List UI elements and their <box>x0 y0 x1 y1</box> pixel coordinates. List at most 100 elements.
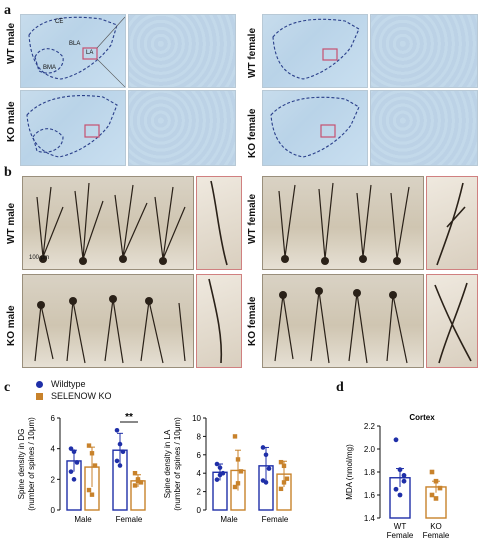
la-xtick-label-0: Male <box>220 515 238 524</box>
dg-point-0-1-2 <box>120 449 126 455</box>
la-point-0-0-1 <box>217 465 223 470</box>
la-point-1-1-3 <box>278 486 284 492</box>
dg-ylabel-1: Spine density in DG <box>17 429 26 500</box>
dg-point-0-0-1 <box>71 449 77 455</box>
dg-sig-label: ** <box>125 412 133 423</box>
mda-point-0-2 <box>401 473 407 478</box>
dg-point-1-0-2 <box>92 463 98 468</box>
panel-a-letter: a <box>4 3 11 18</box>
la-ytick-label-5: 10 <box>192 414 201 423</box>
scale-bar-label: 100 μm <box>29 255 50 261</box>
panel-d-letter: d <box>336 380 344 395</box>
legend-label-wildtype: Wildtype <box>51 379 86 389</box>
histology-image-ko-male-zoom <box>128 90 236 166</box>
mda-title: Cortex <box>409 413 435 422</box>
la-ytick-label-3: 6 <box>197 451 202 460</box>
legend-item-ko: SELENOW KO <box>36 390 112 402</box>
region-label-bla: BLA <box>69 41 81 47</box>
row-label-a-wt-female: WT female <box>247 27 258 78</box>
row-label-b-ko-male: KO male <box>6 305 17 346</box>
dg-point-0-0-0 <box>68 446 74 451</box>
mda-point-1-2 <box>437 485 443 491</box>
dg-ytick-label-2: 4 <box>51 445 56 454</box>
dg-point-1-0-4 <box>89 492 95 497</box>
dg-point-1-1-2 <box>138 480 144 485</box>
mda-point-1-0 <box>429 469 435 475</box>
mda-point-0-1 <box>397 467 403 473</box>
dg-point-1-1-0 <box>132 471 138 476</box>
histology-image-ko-female-zoom <box>370 90 478 166</box>
la-xtick-label-1: Female <box>262 515 289 524</box>
la-point-0-1-4 <box>263 480 269 485</box>
dg-xtick-label-0: Male <box>74 515 92 524</box>
dendrite-drawing-ko-female <box>274 287 408 364</box>
region-label-la: LA <box>86 50 94 56</box>
dg-ytick-label-3: 6 <box>51 414 56 423</box>
dg-xtick-label-1: Female <box>116 515 143 524</box>
dg-point-0-1-0 <box>114 427 120 433</box>
legend-marker-wildtype <box>36 380 43 388</box>
dg-point-1-0-3 <box>86 487 92 493</box>
la-point-0-0-3 <box>214 477 220 482</box>
dg-point-1-1-4 <box>135 478 141 484</box>
mda-xtick-label-0-0: WT <box>394 522 407 531</box>
dg-ytick-label-0: 0 <box>51 506 56 515</box>
la-ytick-label-4: 8 <box>197 432 202 441</box>
la-point-1-0-2 <box>238 469 244 474</box>
panel-a-right-group <box>262 14 478 166</box>
la-point-0-1-2 <box>266 466 272 471</box>
la-ylabel-2: (number of spines / 10μm) <box>173 417 182 511</box>
la-point-1-0-0 <box>232 434 238 439</box>
mda-xtick-label-0-1: Female <box>387 531 414 540</box>
row-label-a-ko-female: KO female <box>247 108 258 158</box>
la-point-0-1-0 <box>260 445 266 450</box>
region-label-bma: BMA <box>43 65 57 71</box>
mda-ytick-label-1: 1.6 <box>364 491 376 500</box>
mda-point-0-0 <box>393 437 399 443</box>
row-label-b-wt-female: WT female <box>247 193 258 244</box>
la-point-0-1-1 <box>263 452 269 458</box>
la-point-1-0-1 <box>235 457 241 462</box>
la-ytick-label-0: 0 <box>197 506 202 515</box>
panel-b-letter: b <box>4 165 12 180</box>
histology-image-ko-female-overview <box>262 90 368 166</box>
dg-point-0-1-4 <box>117 463 123 468</box>
row-label-b-wt-male: WT male <box>6 202 17 244</box>
mda-ytick-label-4: 2.2 <box>364 422 376 431</box>
dg-point-0-0-3 <box>68 469 74 474</box>
histology-image-wt-male-overview: CE LA BLA BMA <box>20 14 126 88</box>
dendrite-drawing-wt-male <box>36 182 186 265</box>
legend-marker-ko <box>36 392 43 400</box>
chart-spine-density-dg: Spine density in DG (number of spines / 1… <box>17 412 146 524</box>
histology-image-ko-male-overview <box>20 90 126 166</box>
la-point-0-0-0 <box>214 461 220 467</box>
mda-xtick-label-1-0: KO <box>430 522 442 531</box>
dendrite-inset-wt-male <box>196 176 242 270</box>
legend: Wildtype SELENOW KO <box>36 378 112 402</box>
la-point-1-0-3 <box>232 484 238 490</box>
mda-ytick-label-2: 1.8 <box>364 468 376 477</box>
row-label-a-ko-male: KO male <box>6 101 17 142</box>
dendrite-inset-ko-female <box>426 274 478 368</box>
la-ylabel-1: Spine density in LA <box>163 429 172 498</box>
dg-point-1-1-3 <box>132 483 138 488</box>
dendrite-inset-wt-female <box>426 176 478 270</box>
histology-image-wt-female-zoom <box>370 14 478 88</box>
mda-point-0-5 <box>401 478 407 484</box>
neuron-image-wt-female <box>262 176 424 270</box>
dendrite-drawing-wt-female <box>278 182 410 265</box>
dendrite-drawing-ko-male <box>34 295 186 364</box>
la-ytick-label-1: 2 <box>197 488 202 497</box>
dg-point-0-0-2 <box>74 460 80 465</box>
dg-point-0-1-3 <box>114 458 120 464</box>
neuron-image-ko-male <box>22 274 194 368</box>
dg-ytick-label-1: 2 <box>51 475 56 484</box>
dendrite-inset-ko-male <box>196 274 242 368</box>
mda-ylabel: MDA (nmol/mg) <box>345 444 354 500</box>
panel-c-letter: c <box>4 380 11 395</box>
panel-a-left-group: CE LA BLA BMA <box>20 14 236 166</box>
legend-item-wildtype: Wildtype <box>36 378 112 390</box>
region-label-ce: CE <box>55 19 64 25</box>
histology-image-wt-female-overview <box>262 14 368 88</box>
